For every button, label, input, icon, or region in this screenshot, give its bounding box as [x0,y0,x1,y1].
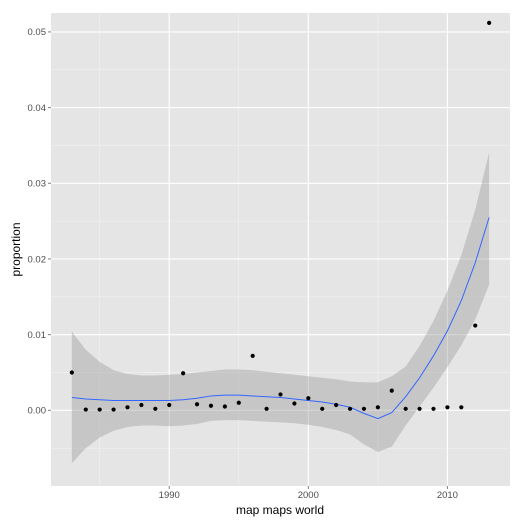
data-point [250,353,255,358]
x-tick-label: 2000 [298,490,319,501]
smooth-trend-line [71,217,490,420]
x-tick-label: 1990 [159,490,180,501]
y-tick-label: 0.01 [28,330,47,341]
confidence-ribbon [71,152,490,464]
data-point [181,371,186,376]
data-point [292,401,297,406]
data-point [236,400,241,405]
data-point [278,392,283,397]
y-tick-label: 0.04 [28,103,47,114]
minor-gridlines [51,13,510,486]
y-tick-label: 0.00 [28,406,47,417]
data-point [306,396,311,401]
data-point [153,406,158,411]
y-tick-label: 0.05 [28,27,47,38]
y-tick-label: 0.03 [28,179,47,190]
data-point [167,402,172,408]
data-point [403,406,408,411]
data-point [361,406,367,411]
data-point [347,406,353,411]
data-point [83,407,88,412]
data-point [69,370,74,375]
data-point [264,406,269,411]
major-gridlines [51,13,510,486]
data-points [69,20,492,412]
data-point [208,403,214,408]
data-point [320,406,325,411]
data-point [139,402,144,408]
y-axis-ticks: 0.00 0.01 0.02 0.03 0.04 0.05 [28,27,51,417]
data-point [334,402,339,408]
data-point [194,402,200,407]
data-point [417,406,422,411]
data-point [97,407,102,412]
data-point [445,405,450,410]
data-point [222,404,227,409]
data-point [125,405,130,410]
y-tick-label: 0.02 [28,254,47,265]
data-point [111,407,116,412]
x-axis-ticks: 1990 2000 2010 [159,486,458,501]
data-point [389,388,394,393]
data-point [459,405,464,410]
x-axis-title: map maps world [236,503,324,517]
data-point [487,20,492,25]
data-point [431,406,436,411]
data-point [375,405,380,410]
y-axis-title: proportion [9,222,23,276]
x-tick-label: 2010 [437,490,458,501]
data-point [473,323,478,328]
